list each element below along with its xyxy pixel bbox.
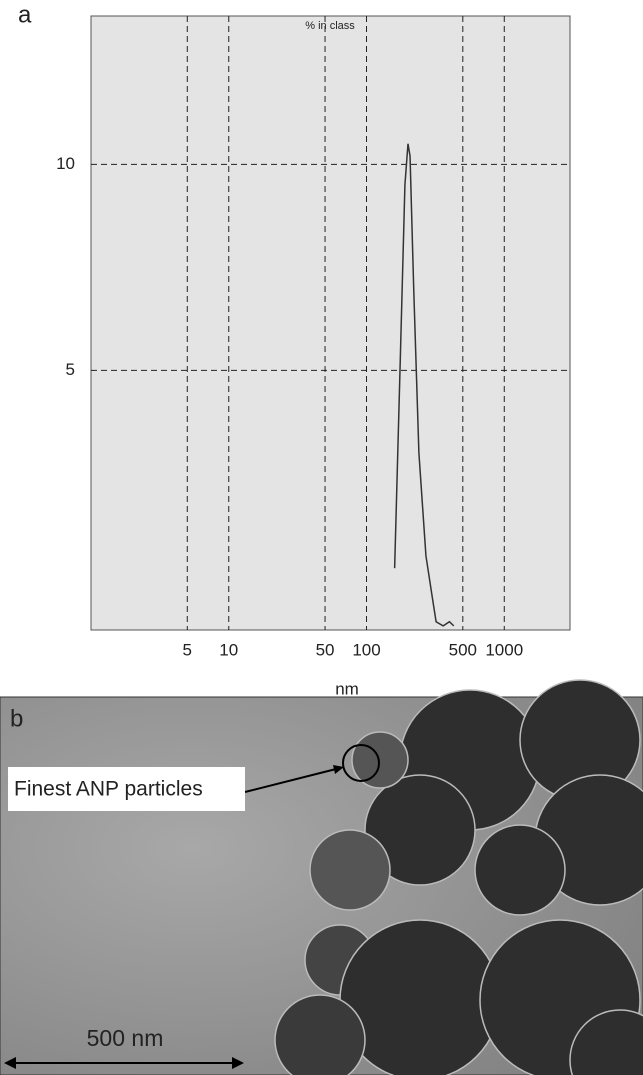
x-tick-label: 1000	[485, 640, 523, 659]
x-tick-label: 100	[352, 640, 380, 659]
x-tick-label: 10	[219, 640, 238, 659]
chart-title: % in class	[305, 20, 355, 32]
plot-area	[90, 15, 571, 631]
tem-image	[0, 679, 643, 1075]
x-tick-label: 500	[449, 640, 477, 659]
panel-label: b	[10, 705, 23, 732]
scale-bar-label: 500 nm	[87, 1025, 164, 1051]
y-tick-label: 10	[56, 154, 75, 173]
x-tick-label: 50	[316, 640, 335, 659]
y-tick-label: 5	[66, 360, 75, 379]
x-tick-label: 5	[183, 640, 192, 659]
annotation: Finest ANP particles	[14, 778, 203, 801]
data-line	[393, 143, 455, 627]
x-axis-label: nm	[335, 679, 359, 698]
panel-label: a	[18, 1, 32, 28]
